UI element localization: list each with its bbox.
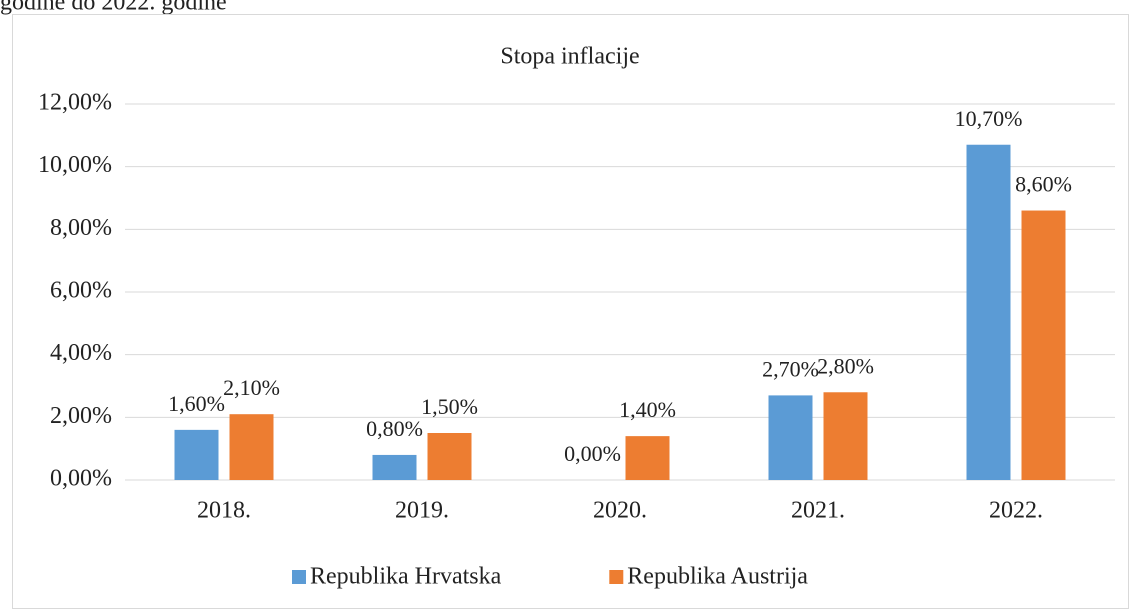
y-tick-label: 10,00% xyxy=(38,152,112,178)
data-label: 2,80% xyxy=(817,353,874,378)
x-tick-label: 2020. xyxy=(593,498,647,524)
legend-label: Republika Hrvatska xyxy=(310,564,502,590)
bar xyxy=(174,429,219,480)
bar xyxy=(427,433,472,480)
y-tick-label: 6,00% xyxy=(50,278,112,304)
data-label: 1,60% xyxy=(168,391,225,416)
y-tick-label: 2,00% xyxy=(50,403,112,429)
bar xyxy=(625,436,670,480)
data-label: 1,50% xyxy=(421,394,478,419)
data-label: 0,00% xyxy=(564,441,621,466)
bar xyxy=(823,392,868,480)
x-tick-label: 2019. xyxy=(395,498,449,524)
data-label: 2,10% xyxy=(223,375,280,400)
chart-title: Stopa inflacije xyxy=(500,44,639,70)
y-tick-label: 4,00% xyxy=(50,340,112,366)
legend-swatch xyxy=(292,570,306,584)
x-tick-label: 2022. xyxy=(989,498,1043,524)
data-label: 0,80% xyxy=(366,416,423,441)
legend-swatch xyxy=(609,570,624,584)
y-tick-label: 12,00% xyxy=(38,90,112,116)
x-tick-label: 2021. xyxy=(791,498,845,524)
x-tick-label: 2018. xyxy=(197,498,251,524)
bar xyxy=(768,395,813,480)
chart-border xyxy=(12,14,1129,609)
bar xyxy=(966,144,1011,480)
bar xyxy=(229,414,274,480)
bar xyxy=(1021,210,1066,481)
y-tick-label: 8,00% xyxy=(50,215,112,241)
data-label: 2,70% xyxy=(762,356,819,381)
bar xyxy=(372,454,417,480)
caption: godine do 2022. godine xyxy=(0,0,227,16)
data-label: 10,70% xyxy=(955,106,1023,131)
legend-label: Republika Austrija xyxy=(627,564,808,590)
data-label: 8,60% xyxy=(1015,172,1072,197)
data-label: 1,40% xyxy=(619,397,676,422)
y-tick-label: 0,00% xyxy=(50,466,112,492)
